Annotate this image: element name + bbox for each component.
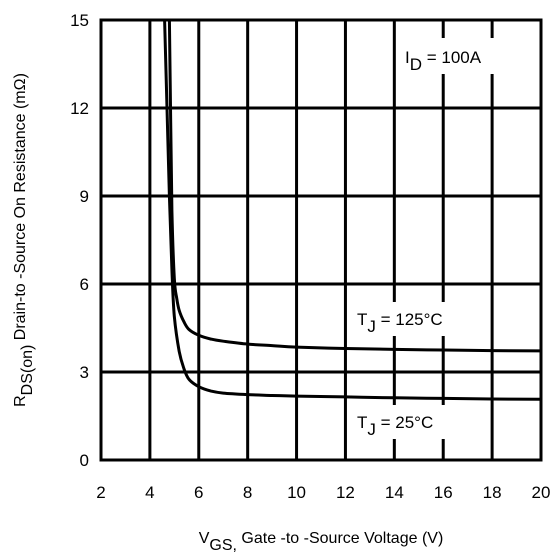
y-axis-title-main: R [12, 395, 29, 407]
x-tick-label-7: 16 [434, 483, 453, 502]
y-axis-title-sub: DS(on) [19, 345, 36, 396]
x-tick-label-1: 4 [145, 483, 154, 502]
series-25-main: T [357, 413, 367, 432]
x-tick-label-9: 20 [532, 483, 551, 502]
y-tick-label-1: 3 [80, 363, 89, 382]
y-axis-title-rest: Drain-to -Source On Resistance (mΩ) [12, 73, 29, 345]
y-axis-title: RDS(on) Drain-to -Source On Resistance (… [12, 73, 36, 407]
x-tick-label-5: 12 [336, 483, 355, 502]
x-tick-label-4: 10 [287, 483, 306, 502]
x-tick-label-6: 14 [385, 483, 404, 502]
y-tick-labels: 0 3 6 9 12 15 [70, 11, 89, 470]
y-tick-label-5: 15 [70, 11, 89, 30]
x-tick-labels: 2 4 6 8 10 12 14 16 18 20 [96, 483, 550, 502]
condition-sub: D [410, 55, 422, 74]
y-tick-label-4: 12 [70, 99, 89, 118]
y-tick-label-2: 6 [80, 275, 89, 294]
series-125-main: T [357, 310, 367, 329]
condition-rest: = 100A [422, 48, 482, 67]
x-axis-title-sub: GS, [209, 537, 237, 554]
x-axis-title-main: V [199, 530, 210, 547]
x-tick-label-3: 8 [243, 483, 252, 502]
series-25-sub: J [367, 420, 376, 439]
y-tick-label-3: 9 [80, 187, 89, 206]
x-tick-label-0: 2 [96, 483, 105, 502]
y-tick-label-0: 0 [80, 451, 89, 470]
x-axis-title: VGS, Gate -to -Source Voltage (V) [199, 530, 444, 554]
x-tick-label-2: 6 [194, 483, 203, 502]
series-25-rest: = 25°C [376, 413, 433, 432]
series-125-sub: J [367, 317, 376, 336]
x-tick-label-8: 18 [483, 483, 502, 502]
series-125-rest: = 125°C [376, 310, 443, 329]
series-curves [165, 20, 541, 399]
x-axis-title-rest: Gate -to -Source Voltage (V) [237, 530, 443, 547]
